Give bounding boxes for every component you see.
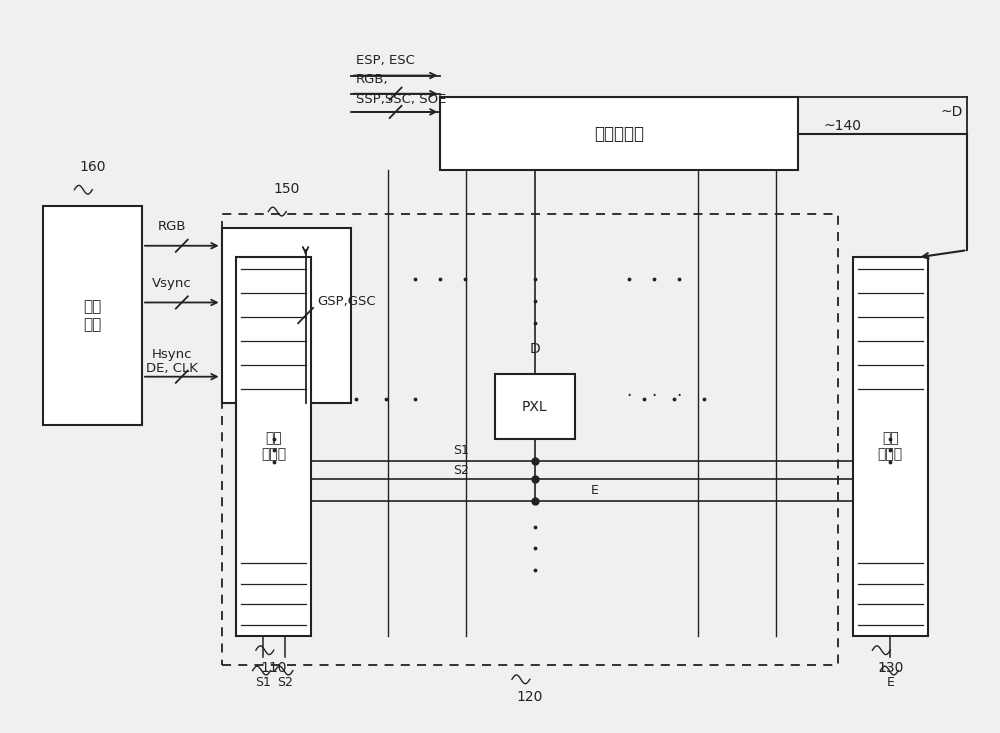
Text: 110: 110 [261,661,287,675]
Text: RGB: RGB [158,221,186,233]
Text: S2: S2 [453,464,469,477]
Bar [222,228,351,403]
Text: Vsync: Vsync [152,277,192,290]
Text: 150: 150 [273,182,299,196]
Text: SSP,SSC, SOE: SSP,SSC, SOE [356,93,446,106]
Bar [495,374,575,439]
Text: GSP,GSC: GSP,GSC [318,295,376,308]
Text: 发射
驱动器: 发射 驱动器 [878,432,903,462]
Text: 扫描
驱动器: 扫描 驱动器 [261,432,286,462]
Text: ·: · [676,386,682,405]
Text: 160: 160 [79,160,106,174]
Text: E: E [590,485,598,498]
Bar [43,207,142,424]
Text: Hsync: Hsync [152,347,192,361]
Bar [440,97,798,170]
Text: S1: S1 [255,676,271,689]
Text: ~140: ~140 [823,119,861,133]
Text: 120: 120 [517,690,543,704]
Text: ·: · [532,386,537,405]
Text: E: E [886,676,894,689]
Bar [853,257,928,636]
Text: DE, CLK: DE, CLK [146,361,198,375]
Text: D: D [529,342,540,356]
Bar [222,214,838,665]
Text: PXL: PXL [522,399,548,413]
Text: ESP, ESC: ESP, ESC [356,54,415,67]
Text: 130: 130 [877,661,904,675]
Text: ·: · [557,386,562,405]
Text: RGB,: RGB, [356,73,388,86]
Text: ·: · [652,386,657,405]
Text: S2: S2 [277,676,293,689]
Bar [236,257,311,636]
Text: 主机
系统: 主机 系统 [83,299,101,332]
Text: 数据驱动器: 数据驱动器 [594,125,644,143]
Text: 时序
控制器: 时序 控制器 [273,299,300,332]
Text: ~D: ~D [940,105,962,119]
Text: ·: · [627,386,632,405]
Text: S1: S1 [453,444,469,457]
Text: ·: · [507,386,513,405]
